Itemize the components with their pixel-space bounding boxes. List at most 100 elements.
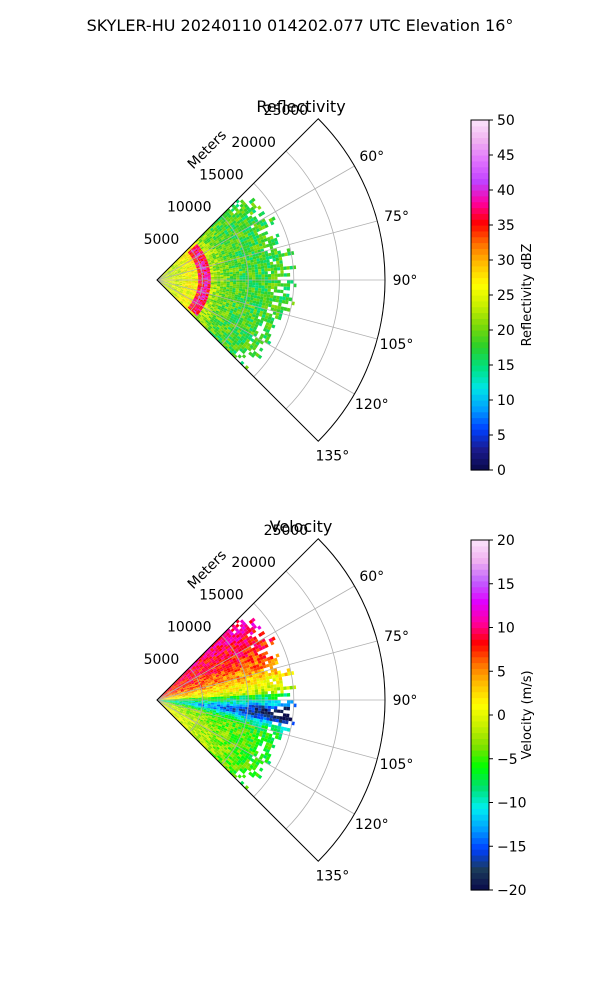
data-cell: [238, 252, 243, 256]
data-cell: [213, 258, 218, 262]
data-cell: [184, 256, 188, 259]
data-cell: [235, 253, 240, 257]
data-cell: [175, 277, 180, 279]
data-cell: [173, 682, 176, 686]
data-cell: [204, 741, 208, 745]
data-cell: [222, 303, 226, 307]
data-cell: [216, 273, 221, 276]
data-cell: [180, 721, 183, 725]
data-cell: [248, 327, 254, 332]
data-cell: [248, 687, 252, 691]
data-cell: [257, 710, 262, 714]
data-cell: [178, 704, 182, 706]
velocity-panel: Velocity 50001000015000200002500060°75°9…: [144, 517, 418, 884]
data-cell: [219, 709, 223, 713]
data-cell: [243, 316, 248, 320]
data-cell: [181, 719, 185, 722]
data-cell: [194, 287, 198, 290]
data-cell: [194, 715, 199, 719]
data-cell: [263, 679, 267, 684]
data-cell: [188, 263, 192, 266]
data-cell: [194, 701, 199, 704]
data-cell: [201, 667, 205, 671]
data-cell: [195, 250, 199, 254]
data-cell: [221, 713, 226, 717]
data-cell: [191, 301, 195, 305]
data-cell: [249, 237, 254, 242]
data-cell: [209, 248, 213, 252]
data-cell: [232, 691, 237, 695]
data-cell: [161, 703, 165, 706]
data-cell: [175, 712, 179, 715]
data-cell: [224, 335, 229, 340]
data-cell: [231, 224, 236, 228]
data-cell: [211, 654, 215, 658]
colorbar-swatch: [471, 423, 489, 430]
colorbar-swatch: [471, 435, 489, 442]
data-cell: [217, 695, 221, 697]
data-cell: [207, 692, 211, 695]
data-cell: [276, 289, 281, 293]
colorbar-swatch: [471, 318, 489, 325]
data-cell: [229, 339, 234, 344]
data-cell: [251, 342, 256, 347]
data-cell: [253, 295, 258, 299]
data-cell: [197, 288, 201, 291]
data-cell: [177, 709, 181, 711]
data-cell: [257, 625, 262, 630]
data-cell: [244, 365, 250, 370]
data-cell: [189, 724, 193, 728]
data-cell: [278, 719, 283, 724]
data-cell: [193, 717, 198, 721]
data-cell: [203, 298, 208, 301]
data-cell: [168, 272, 172, 275]
data-cell: [182, 712, 186, 715]
data-cell: [199, 317, 203, 321]
data-cell: [212, 248, 217, 252]
data-cell: [175, 703, 179, 706]
data-cell: [217, 733, 222, 737]
colorbar-swatch: [471, 656, 489, 664]
data-cell: [220, 678, 224, 682]
data-cell: [219, 691, 224, 694]
data-cell: [203, 270, 208, 273]
data-cell: [198, 277, 202, 279]
data-cell: [215, 730, 220, 734]
data-cell: [248, 692, 253, 696]
data-cell: [212, 255, 217, 259]
data-cell: [242, 318, 247, 323]
data-cell: [217, 217, 222, 222]
data-cell: [187, 691, 192, 694]
colorbar-swatch: [471, 400, 489, 407]
data-cell: [204, 665, 208, 669]
data-cell: [207, 731, 212, 735]
data-cell: [188, 693, 192, 696]
data-cell: [251, 313, 256, 318]
data-cell: [210, 232, 214, 237]
data-cell: [250, 712, 255, 716]
data-cell: [220, 283, 224, 286]
data-cell: [243, 218, 248, 223]
data-cell: [262, 299, 267, 304]
data-cell: [209, 686, 213, 689]
data-cell: [202, 670, 207, 674]
data-cell: [196, 291, 200, 294]
data-cell: [190, 674, 195, 678]
data-cell: [196, 666, 200, 670]
data-cell: [171, 711, 175, 714]
data-cell: [220, 739, 225, 744]
data-cell: [239, 207, 244, 213]
data-cell: [198, 313, 202, 318]
data-cell: [239, 331, 244, 336]
data-cell: [252, 282, 256, 286]
data-cell: [222, 233, 227, 237]
data-cell: [232, 283, 237, 287]
data-cell: [205, 744, 209, 749]
data-cell: [181, 287, 185, 289]
data-cell: [267, 326, 272, 331]
data-cell: [233, 216, 238, 221]
data-cell: [215, 674, 220, 678]
data-cell: [184, 263, 189, 266]
data-cell: [242, 222, 247, 227]
